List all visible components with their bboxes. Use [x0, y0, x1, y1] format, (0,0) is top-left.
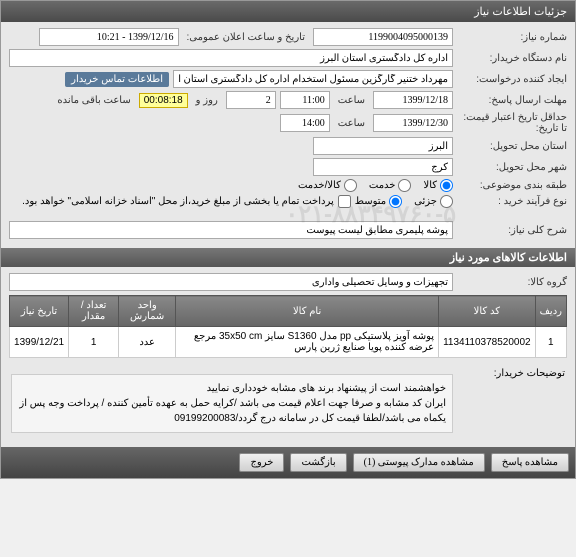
- announce-datetime-label: تاریخ و ساعت اعلان عمومی:: [187, 32, 306, 43]
- radio-service-input[interactable]: [398, 179, 411, 192]
- creator-label: ایجاد کننده درخواست:: [457, 74, 567, 85]
- radio-low-input[interactable]: [440, 195, 453, 208]
- th-unit: واحد شمارش: [119, 296, 176, 327]
- countdown-timer: 00:08:18: [139, 93, 188, 108]
- province-input[interactable]: [313, 137, 453, 155]
- announce-datetime-input[interactable]: [39, 28, 179, 46]
- goods-group-input[interactable]: [9, 273, 453, 291]
- buyer-org-input[interactable]: [9, 49, 453, 67]
- cell-name: پوشه آویز پلاستیکی pp مدل S1360 سایز 35x…: [176, 327, 439, 358]
- radio-low[interactable]: جزئی: [414, 195, 453, 208]
- remaining-label: ساعت باقی مانده: [57, 95, 130, 106]
- radio-goods-service-input[interactable]: [344, 179, 357, 192]
- cell-row: 1: [535, 327, 566, 358]
- contact-link[interactable]: اطلاعات تماس خریدار: [65, 72, 169, 87]
- deadline-time-input[interactable]: [280, 91, 330, 109]
- window-title-bar: جزئیات اطلاعات نیاز: [1, 1, 575, 22]
- process-radio-group: جزئی متوسط: [355, 195, 453, 208]
- validity-time-input[interactable]: [280, 114, 330, 132]
- table-header-row: ردیف کد کالا نام کالا واحد شمارش تعداد /…: [10, 296, 567, 327]
- process-type-label: نوع فرآیند خرید :: [457, 196, 567, 207]
- main-window: جزئیات اطلاعات نیاز شماره نیاز: تاریخ و …: [0, 0, 576, 479]
- city-label: شهر محل تحویل:: [457, 162, 567, 173]
- days-input[interactable]: [226, 91, 276, 109]
- radio-med-input[interactable]: [389, 195, 402, 208]
- need-desc-label: شرح کلی نیاز:: [457, 225, 567, 236]
- treasury-checkbox-row[interactable]: پرداخت تمام یا بخشی از مبلغ خرید،از محل …: [22, 195, 351, 208]
- reply-button[interactable]: مشاهده پاسخ: [491, 453, 569, 472]
- th-qty: تعداد / مقدار: [69, 296, 119, 327]
- buyer-org-label: نام دستگاه خریدار:: [457, 53, 567, 64]
- deadline-date-input[interactable]: [373, 91, 453, 109]
- buyer-note-label: توضیحات خریدار:: [455, 368, 565, 439]
- window-title: جزئیات اطلاعات نیاز: [474, 6, 567, 18]
- goods-section-header: اطلاعات کالاهای مورد نیاز: [1, 248, 575, 267]
- cell-unit: عدد: [119, 327, 176, 358]
- need-desc-input[interactable]: [9, 221, 453, 239]
- th-row: ردیف: [535, 296, 566, 327]
- city-input[interactable]: [313, 158, 453, 176]
- days-label: روز و: [196, 95, 218, 106]
- buyer-note-text: خواهشمند است از پیشنهاد برند های مشابه خ…: [11, 374, 453, 433]
- need-number-input[interactable]: [313, 28, 453, 46]
- radio-goods-input[interactable]: [440, 179, 453, 192]
- exit-button[interactable]: خروج: [239, 453, 284, 472]
- deadline-label: مهلت ارسال پاسخ:: [457, 95, 567, 106]
- table-row[interactable]: 1 1134110378520002 پوشه آویز پلاستیکی pp…: [10, 327, 567, 358]
- validity-label: حداقل تاریخ اعتبار قیمت: تا تاریخ:: [457, 112, 567, 134]
- cell-date: 1399/12/21: [10, 327, 69, 358]
- goods-table: ردیف کد کالا نام کالا واحد شمارش تعداد /…: [9, 295, 567, 358]
- radio-med[interactable]: متوسط: [355, 195, 402, 208]
- radio-goods-service[interactable]: کالا/خدمت: [298, 179, 357, 192]
- th-name: نام کالا: [176, 296, 439, 327]
- button-bar: مشاهده پاسخ مشاهده مدارک پیوستی (1) بازگ…: [1, 447, 575, 478]
- attachments-button[interactable]: مشاهده مدارک پیوستی (1): [353, 453, 485, 472]
- th-code: کد کالا: [439, 296, 536, 327]
- time-label-2: ساعت: [338, 118, 365, 129]
- treasury-checkbox[interactable]: [338, 195, 351, 208]
- radio-goods[interactable]: کالا: [423, 179, 453, 192]
- cell-code: 1134110378520002: [439, 327, 536, 358]
- need-number-label: شماره نیاز:: [457, 32, 567, 43]
- category-radio-group: کالا خدمت کالا/خدمت: [298, 179, 453, 192]
- th-date: تاریخ نیاز: [10, 296, 69, 327]
- creator-input[interactable]: [173, 70, 453, 88]
- time-label-1: ساعت: [338, 95, 365, 106]
- goods-group-label: گروه کالا:: [457, 277, 567, 288]
- radio-service[interactable]: خدمت: [369, 179, 412, 192]
- back-button[interactable]: بازگشت: [290, 453, 346, 472]
- province-label: استان محل تحویل:: [457, 141, 567, 152]
- validity-date-input[interactable]: [373, 114, 453, 132]
- cell-qty: 1: [69, 327, 119, 358]
- category-label: طبقه بندی موضوعی:: [457, 180, 567, 191]
- form-area: شماره نیاز: تاریخ و ساعت اعلان عمومی: نا…: [1, 22, 575, 248]
